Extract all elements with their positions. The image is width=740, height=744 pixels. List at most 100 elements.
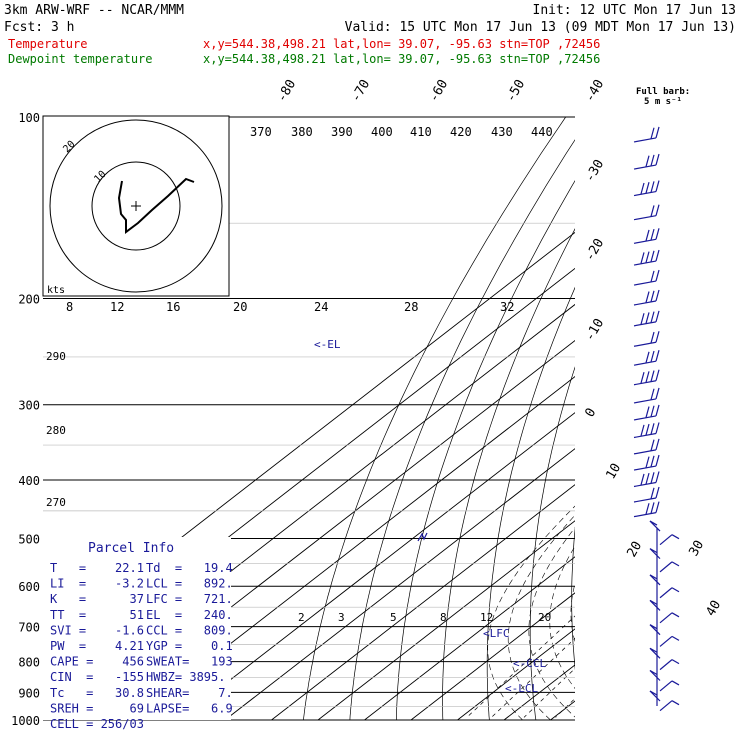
wind-barb-20	[650, 521, 660, 531]
isotherm-label-30: 30	[686, 538, 707, 559]
parcel-row-left-5: PW = 4.21	[50, 639, 144, 653]
isotherm-label--40: -40	[582, 77, 607, 105]
wind-barb-shaft	[634, 381, 656, 385]
isotherm-label-10: 10	[603, 461, 624, 482]
model-title: 3km ARW-WRF -- NCAR/MMM	[4, 3, 184, 18]
wind-barb-28	[650, 625, 660, 635]
wind-barb-flag	[656, 472, 659, 483]
wind-barb-shaft	[634, 498, 656, 502]
wind-barb-flag	[641, 474, 644, 485]
wind-barb-shaft	[634, 416, 656, 420]
moist-adiabat-22	[550, 299, 740, 721]
wind-barb-11	[634, 370, 659, 385]
wind-barb-flag	[651, 332, 654, 343]
wind-barb-flag	[646, 252, 649, 263]
wind-barb-5	[634, 250, 659, 265]
wind-barb-8	[634, 311, 659, 326]
wind-barb-flag	[651, 456, 654, 467]
wind-barb-shaft	[634, 301, 656, 305]
isotherm-label--10: -10	[582, 316, 607, 344]
pressure-label-100: 100	[18, 111, 40, 125]
annotation-3: <-LCL	[505, 682, 538, 695]
cape-marker	[418, 533, 427, 541]
pressure-label-600: 600	[18, 580, 40, 594]
wind-barb-12	[634, 388, 659, 403]
legend-dewpoint-info: x,y=544.38,498.21 lat,lon= 39.07, -95.63…	[203, 52, 600, 66]
dry-adiabat-label-290: 290	[46, 350, 66, 363]
wind-barb-flag	[641, 372, 644, 383]
hodograph: 10 20 kts	[43, 116, 229, 296]
isotherm--30	[365, 117, 740, 720]
parcel-row-left-0: T = 22.1	[50, 561, 144, 575]
wind-barb-31	[660, 660, 679, 670]
wind-barb-flag	[656, 270, 659, 281]
mixing-ratio-label-upper-28: 28	[404, 300, 418, 314]
dewpoint-profile	[597, 117, 740, 717]
wind-barb-16	[634, 455, 659, 470]
parcel-row-left-8: Tc = 30.8	[50, 686, 144, 700]
wind-barb-flag	[656, 439, 659, 450]
theta-label-420: 420	[450, 125, 472, 139]
isotherm-label--60: -60	[426, 77, 451, 105]
isotherm-label-40: 40	[703, 598, 724, 619]
parcel-row-right-4: CCL = 809.	[146, 623, 233, 637]
wind-barb-flag	[656, 181, 659, 192]
temperature-profile	[612, 117, 740, 717]
wind-barb-flag	[672, 681, 679, 685]
parcel-row-left-1: LI = -3.2	[50, 577, 144, 591]
wind-barb-34	[650, 691, 660, 701]
wind-barb-29	[660, 636, 679, 646]
parcel-row-right-8: SHEAR= 7.	[146, 686, 233, 700]
wind-barb-shaft	[634, 322, 656, 326]
wind-barb-flag	[651, 251, 654, 262]
mixing-ratio-2	[467, 511, 688, 718]
wind-barb-flag	[641, 313, 644, 324]
wind-barb-flag	[656, 487, 659, 498]
isotherm-label--50: -50	[503, 77, 528, 105]
parcel-row-left-2: K = 37	[50, 592, 144, 606]
wind-barb-18	[634, 487, 659, 502]
wind-barb-3	[634, 205, 659, 220]
mixing-ratio-20	[622, 511, 740, 718]
pressure-label-1000: 1000	[11, 714, 40, 728]
wind-barb-flag	[656, 250, 659, 261]
dry-adiabat-300	[612, 117, 735, 720]
wind-barb-flag	[651, 128, 654, 139]
moist-adiabat-34	[593, 299, 740, 721]
wind-barb-flag	[672, 613, 679, 617]
parcel-row-right-0: Td = 19.4	[146, 561, 233, 575]
wind-barb-flag	[651, 229, 654, 240]
parcel-row-left-10: CELL = 256/03	[50, 717, 144, 731]
wind-barb-flag	[656, 228, 659, 239]
mixing-ratio-label-upper-12: 12	[110, 300, 124, 314]
wind-barb-shaft	[634, 192, 656, 196]
wind-barb-15	[634, 439, 659, 454]
pressure-label-200: 200	[18, 293, 40, 307]
mixing-ratio-label-upper-8: 8	[66, 300, 73, 314]
dry-adiabat-240	[350, 117, 590, 720]
wind-barb-flag	[672, 660, 679, 664]
wind-barb-flag	[646, 182, 649, 193]
theta-label-390: 390	[331, 125, 353, 139]
wind-barb-flag	[646, 156, 649, 167]
wind-barb-flag	[651, 181, 654, 192]
wind-barb-flag	[651, 389, 654, 400]
wind-barb-shaft	[660, 562, 672, 572]
wind-barb-flag	[672, 588, 679, 592]
parcel-row-right-6: SWEAT= 193	[146, 655, 233, 669]
wind-barb-flag	[656, 405, 659, 416]
wind-barb-shaft	[634, 165, 656, 169]
pressure-label-300: 300	[18, 399, 40, 413]
wind-barb-flag	[656, 370, 659, 381]
wind-barb-flag	[651, 351, 654, 362]
wind-barb-32	[650, 671, 660, 681]
mixing-ratio-label-upper-24: 24	[314, 300, 328, 314]
wind-barb-shaft	[660, 613, 672, 623]
isotherm-label--30: -30	[582, 157, 607, 185]
wind-barb-27	[660, 613, 679, 623]
wind-barb-flag	[646, 312, 649, 323]
wind-barb-2	[634, 181, 659, 196]
wind-barb-1	[634, 154, 659, 169]
